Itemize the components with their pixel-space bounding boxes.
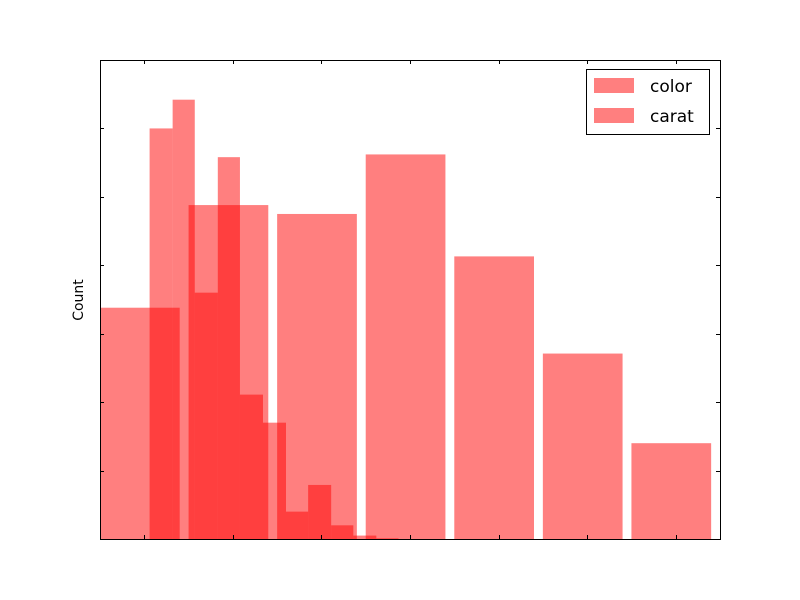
y-axis-label: Count xyxy=(71,279,87,321)
legend: color carat xyxy=(587,70,710,135)
bar-color-5 xyxy=(543,354,623,539)
bar-carat-1 xyxy=(173,100,195,539)
bar-carat-4 xyxy=(240,395,263,539)
legend-swatch-carat xyxy=(594,108,634,123)
bar-carat-0 xyxy=(150,128,173,539)
legend-label-color: color xyxy=(650,77,692,97)
bar-carat-8 xyxy=(331,525,353,539)
legend-label-carat: carat xyxy=(650,107,694,127)
bar-carat-9 xyxy=(353,536,376,539)
bars-layer xyxy=(100,100,711,539)
bar-carat-5 xyxy=(263,423,286,539)
bar-carat-6 xyxy=(286,512,308,539)
bar-carat-3 xyxy=(218,157,240,539)
legend-swatch-color xyxy=(594,78,634,93)
bar-carat-10 xyxy=(376,538,398,539)
bar-carat-7 xyxy=(308,485,331,539)
bar-color-4 xyxy=(454,256,534,539)
bar-color-6 xyxy=(631,443,711,539)
bar-color-3 xyxy=(366,154,446,539)
bar-carat-2 xyxy=(195,293,218,539)
